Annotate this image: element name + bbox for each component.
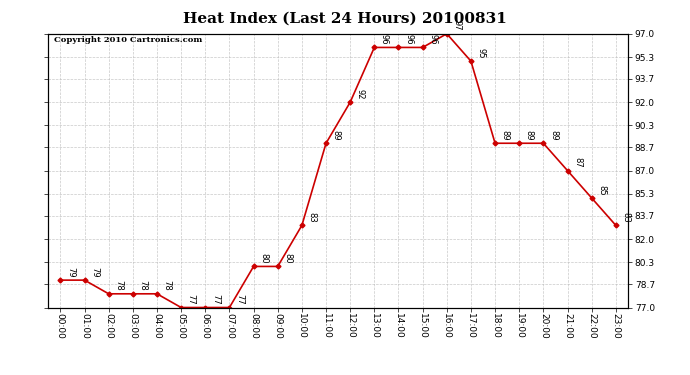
Text: 96: 96 [404,34,413,45]
Text: Copyright 2010 Cartronics.com: Copyright 2010 Cartronics.com [54,36,202,45]
Text: 78: 78 [115,280,124,291]
Text: 80: 80 [284,253,293,264]
Text: 89: 89 [501,130,510,141]
Text: 97: 97 [453,20,462,31]
Text: 96: 96 [428,34,437,45]
Text: 79: 79 [90,267,99,278]
Text: 77: 77 [211,294,220,305]
Text: 79: 79 [66,267,75,278]
Text: 77: 77 [187,294,196,305]
Text: Heat Index (Last 24 Hours) 20100831: Heat Index (Last 24 Hours) 20100831 [183,11,507,25]
Text: 89: 89 [549,130,558,141]
Text: 77: 77 [235,294,244,305]
Text: 85: 85 [598,184,607,195]
Text: 92: 92 [356,89,365,99]
Text: 87: 87 [573,157,582,168]
Text: 78: 78 [139,280,148,291]
Text: 78: 78 [163,280,172,291]
Text: 89: 89 [525,130,534,141]
Text: 89: 89 [332,130,341,141]
Text: 83: 83 [308,212,317,223]
Text: 96: 96 [380,34,389,45]
Text: 83: 83 [622,212,631,223]
Text: 95: 95 [477,48,486,58]
Text: 80: 80 [259,253,268,264]
